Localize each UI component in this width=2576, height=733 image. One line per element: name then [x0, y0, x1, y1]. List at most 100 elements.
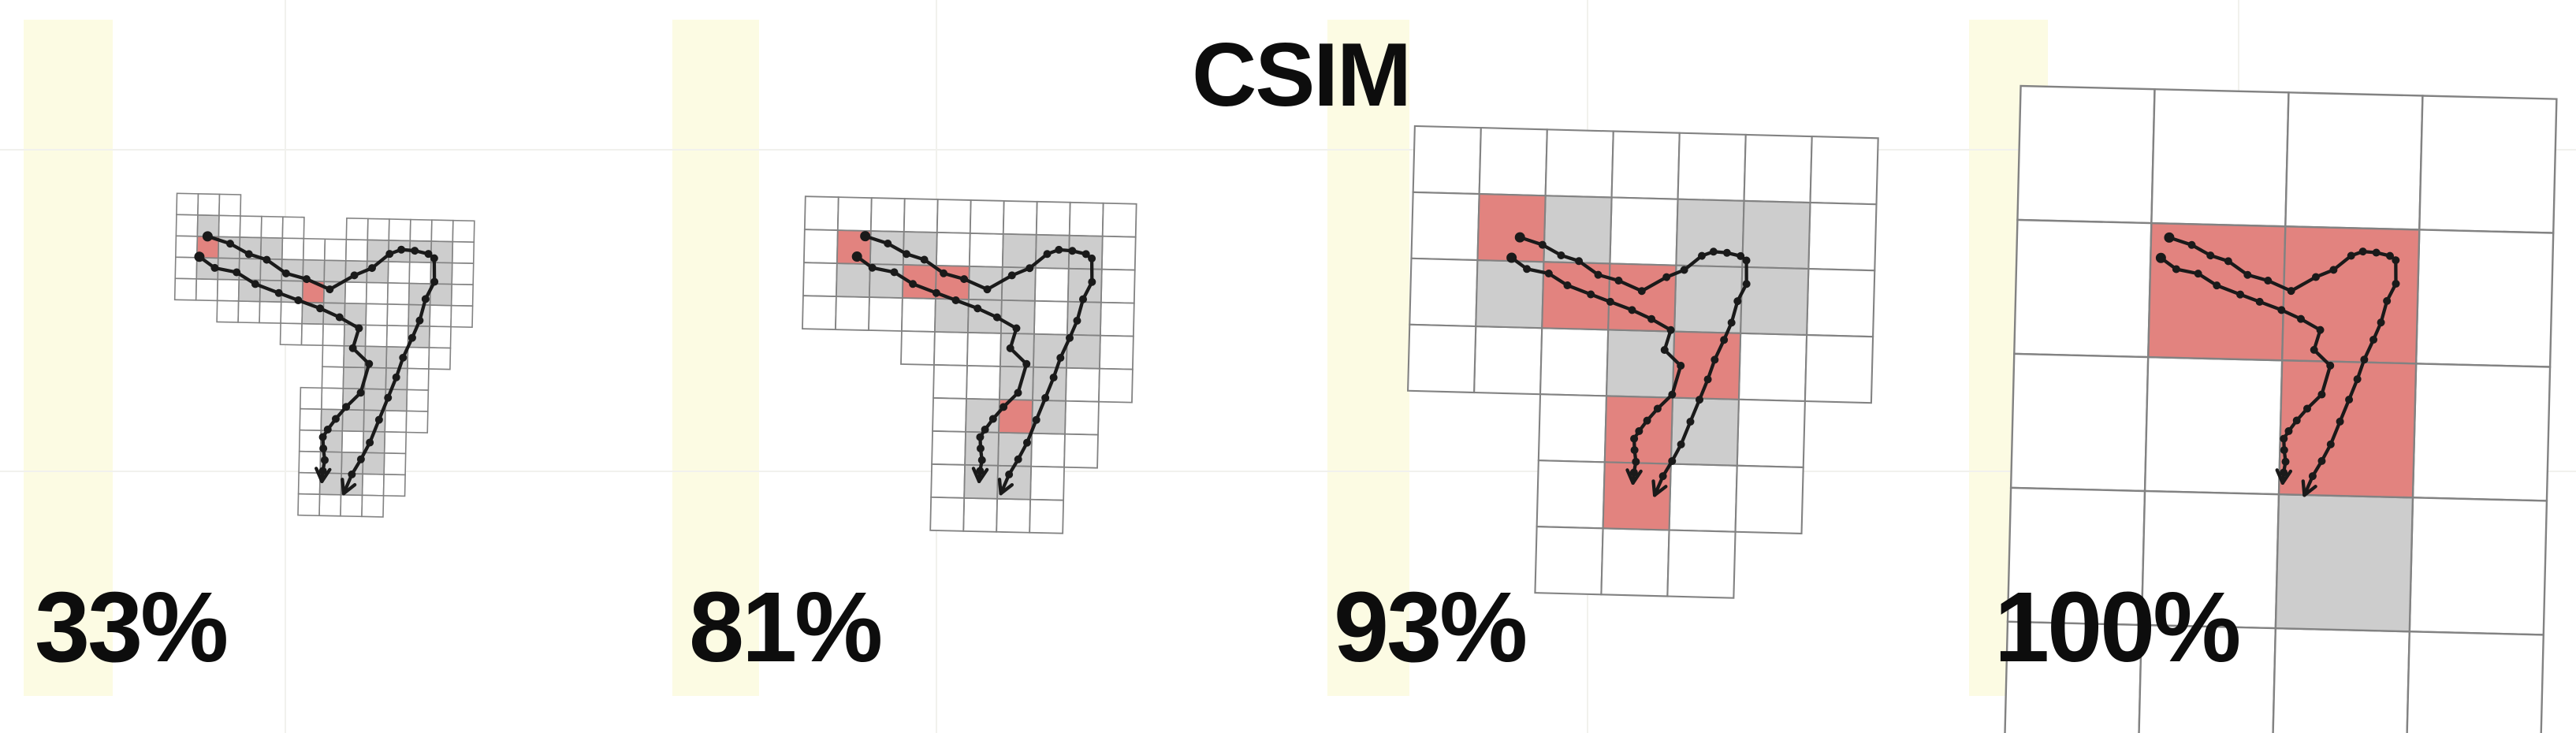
grid-cell [802, 262, 838, 298]
trajectory-point [1677, 361, 1685, 370]
trajectory-point [2372, 248, 2381, 257]
grid-cell [1544, 128, 1614, 199]
trajectory-point [430, 254, 438, 262]
trajectory-point [1733, 297, 1742, 306]
highlight-strip [1327, 20, 1409, 696]
grid-cell [386, 282, 410, 306]
trajectory-point [424, 250, 433, 259]
trajectory-point [356, 455, 365, 463]
trajectory-point [2308, 472, 2317, 481]
grid-cell [409, 218, 433, 242]
trajectory-point [1632, 457, 1640, 466]
unmatched-cell [259, 236, 284, 260]
arrowhead [315, 467, 324, 483]
trajectory-point [430, 277, 439, 286]
unmatched-cell [429, 283, 452, 307]
grid-cell [361, 494, 385, 518]
grid-cell [451, 240, 475, 265]
trajectory-point [1000, 403, 1008, 411]
page-title: CSIM [1192, 25, 1412, 125]
trajectory-point [2287, 287, 2295, 296]
grid-cell [2150, 87, 2290, 228]
arrowhead [341, 478, 346, 496]
grid-cell [2143, 355, 2284, 496]
trajectory-point [281, 269, 290, 277]
grid-cell [430, 219, 454, 243]
trajectory-point [2316, 326, 2325, 334]
grid-cell [429, 304, 452, 328]
trajectory-point [1049, 373, 1058, 381]
grid-cell [1101, 202, 1137, 238]
grid-cell [803, 195, 839, 232]
grid-cell [383, 452, 407, 476]
grid-cell [195, 278, 219, 302]
trajectory-point [1737, 251, 1745, 260]
grid-cell [259, 300, 282, 324]
trajectory-point [1506, 252, 1517, 263]
grid-cell [281, 237, 305, 261]
trajectory-point [2329, 266, 2338, 274]
trajectory-point [2213, 281, 2221, 290]
grid-cell [901, 297, 936, 333]
grid-cell [408, 261, 432, 285]
matched-cell [2147, 221, 2287, 362]
trajectory-point [1022, 359, 1031, 368]
trajectory-point [342, 403, 351, 411]
grid-cell [996, 497, 1032, 534]
unmatched-cell [835, 262, 871, 298]
trajectory-point [318, 467, 327, 475]
arrowhead [999, 482, 1014, 496]
grid-cell [2009, 352, 2150, 493]
trajectory-point [1666, 326, 1675, 334]
grid-cell [452, 219, 475, 244]
trajectory-point [1073, 316, 1081, 325]
trajectory-point [1697, 251, 1706, 260]
grid-cell [1806, 267, 1876, 338]
trajectory-point [1635, 427, 1644, 436]
unmatched-cell [341, 408, 365, 433]
trajectory-point [1660, 346, 1669, 355]
trajectory-point [1630, 434, 1639, 443]
unmatched-cell [1605, 329, 1676, 399]
trajectory-point [1007, 271, 1016, 280]
trajectory-point [1005, 470, 1014, 478]
grid-cell [1063, 433, 1099, 469]
grid-cell [933, 331, 969, 366]
trajectory-point [960, 275, 969, 284]
grid-cell [936, 199, 972, 234]
grid-cell [2284, 91, 2424, 231]
unmatched-cell [1543, 195, 1613, 265]
trajectory-point [1742, 256, 1751, 265]
trajectory-point [1079, 295, 1088, 303]
grid-cell [1412, 125, 1482, 195]
grid-cell [237, 300, 261, 324]
grid-cell [406, 367, 430, 391]
trajectory-point [194, 251, 205, 262]
grid-cell [386, 303, 410, 327]
grid-cell [239, 215, 262, 239]
trajectory-point [1662, 273, 1671, 281]
coverage-percent-label: 93% [1334, 571, 1528, 683]
trajectory-point [2264, 277, 2273, 285]
trajectory-point [1043, 250, 1052, 259]
trajectory-point [951, 296, 960, 304]
trajectory-point [1686, 418, 1695, 426]
trajectory-point [2326, 440, 2335, 448]
trajectory-point [2317, 390, 2326, 399]
grid-cell [966, 331, 1002, 367]
grid-cell [297, 471, 321, 496]
grid-cell [1734, 464, 1804, 535]
trajectory-point [976, 433, 985, 441]
grid-cell [281, 216, 305, 240]
trajectory-point [392, 373, 400, 381]
grid-cell [802, 295, 837, 331]
grid-cell [1807, 201, 1878, 272]
grid-cell [173, 277, 198, 301]
grid-cell [322, 323, 345, 347]
arrowhead [971, 467, 981, 483]
grid-cell [344, 239, 369, 262]
trajectory-point [1026, 264, 1034, 273]
grid-cell [218, 193, 242, 217]
grid-cell [1029, 465, 1065, 501]
